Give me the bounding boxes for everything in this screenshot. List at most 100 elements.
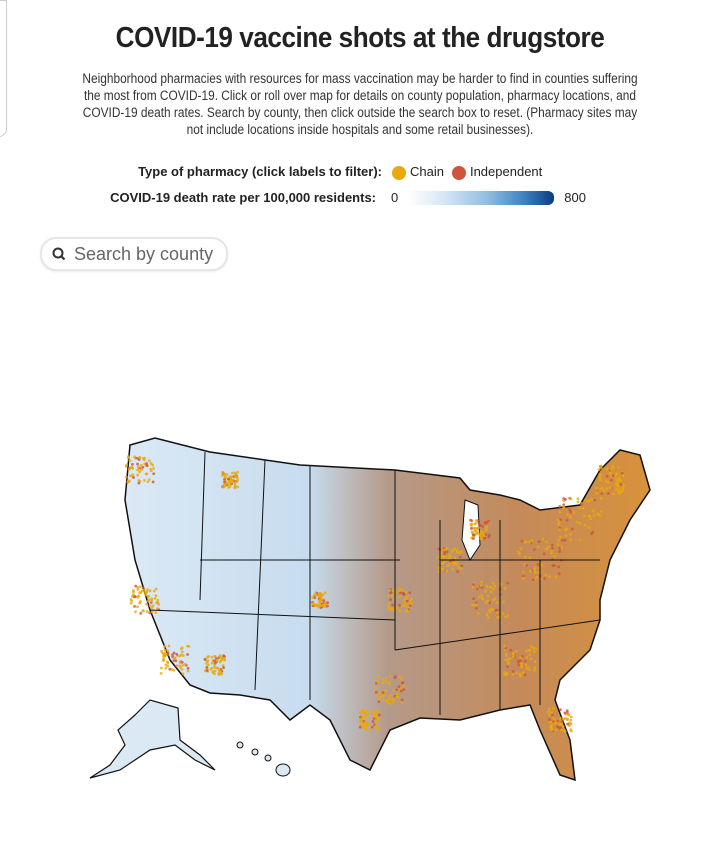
pharmacy-marker[interactable] xyxy=(178,661,182,665)
pharmacy-marker[interactable] xyxy=(564,497,567,501)
pharmacy-marker[interactable] xyxy=(373,715,376,719)
pharmacy-marker[interactable] xyxy=(608,471,612,475)
pharmacy-marker[interactable] xyxy=(504,658,508,662)
pharmacy-marker[interactable] xyxy=(387,601,391,605)
pharmacy-marker[interactable] xyxy=(361,716,365,720)
pharmacy-marker[interactable] xyxy=(471,586,475,589)
pharmacy-marker[interactable] xyxy=(587,499,591,503)
pharmacy-marker[interactable] xyxy=(539,577,543,581)
pharmacy-marker[interactable] xyxy=(218,655,222,659)
pharmacy-marker[interactable] xyxy=(578,521,582,525)
pharmacy-marker[interactable] xyxy=(488,585,492,589)
pharmacy-marker[interactable] xyxy=(437,570,440,574)
pharmacy-marker[interactable] xyxy=(227,477,230,481)
pharmacy-marker[interactable] xyxy=(183,662,187,666)
pharmacy-marker[interactable] xyxy=(526,665,529,669)
pharmacy-marker[interactable] xyxy=(154,587,158,591)
pharmacy-marker[interactable] xyxy=(551,564,555,568)
pharmacy-marker[interactable] xyxy=(593,498,597,502)
pharmacy-marker[interactable] xyxy=(480,580,484,584)
pharmacy-marker[interactable] xyxy=(220,474,224,477)
pharmacy-marker[interactable] xyxy=(314,592,318,596)
pharmacy-marker[interactable] xyxy=(408,599,412,603)
pharmacy-marker[interactable] xyxy=(523,673,527,677)
pharmacy-marker[interactable] xyxy=(521,671,525,674)
pharmacy-marker[interactable] xyxy=(488,610,492,614)
pharmacy-marker[interactable] xyxy=(504,615,508,619)
pharmacy-marker[interactable] xyxy=(569,510,573,514)
pharmacy-marker[interactable] xyxy=(484,522,487,525)
pharmacy-marker[interactable] xyxy=(596,512,600,516)
pharmacy-marker[interactable] xyxy=(391,603,394,607)
pharmacy-marker[interactable] xyxy=(203,669,207,673)
pharmacy-marker[interactable] xyxy=(386,701,390,705)
pharmacy-marker[interactable] xyxy=(559,728,563,732)
pharmacy-marker[interactable] xyxy=(129,598,133,602)
pharmacy-marker[interactable] xyxy=(446,564,450,567)
pharmacy-marker[interactable] xyxy=(440,550,443,554)
pharmacy-marker[interactable] xyxy=(409,604,412,608)
pharmacy-marker[interactable] xyxy=(131,473,134,477)
pharmacy-marker[interactable] xyxy=(448,553,452,557)
pharmacy-marker[interactable] xyxy=(484,601,488,604)
pharmacy-marker[interactable] xyxy=(391,594,394,597)
pharmacy-marker[interactable] xyxy=(384,680,388,683)
pharmacy-marker[interactable] xyxy=(145,602,148,606)
pharmacy-marker[interactable] xyxy=(558,510,562,514)
pharmacy-marker[interactable] xyxy=(151,480,155,484)
pharmacy-marker[interactable] xyxy=(545,540,548,544)
pharmacy-marker[interactable] xyxy=(531,578,535,582)
pharmacy-marker[interactable] xyxy=(547,545,551,549)
pharmacy-marker[interactable] xyxy=(147,459,151,463)
pharmacy-marker[interactable] xyxy=(547,718,551,721)
pharmacy-marker[interactable] xyxy=(370,725,374,729)
pharmacy-marker[interactable] xyxy=(470,603,474,607)
pharmacy-marker[interactable] xyxy=(617,466,620,469)
pharmacy-marker[interactable] xyxy=(559,708,562,712)
pharmacy-marker[interactable] xyxy=(230,471,234,475)
pharmacy-marker[interactable] xyxy=(131,462,134,466)
pharmacy-marker[interactable] xyxy=(405,608,409,612)
pharmacy-marker[interactable] xyxy=(474,521,478,525)
pharmacy-marker[interactable] xyxy=(397,685,401,689)
pharmacy-marker[interactable] xyxy=(525,564,529,567)
pharmacy-marker[interactable] xyxy=(469,522,473,526)
pharmacy-marker[interactable] xyxy=(150,597,154,601)
pharmacy-marker[interactable] xyxy=(138,591,142,595)
pharmacy-marker[interactable] xyxy=(227,486,231,489)
pharmacy-marker[interactable] xyxy=(587,525,591,529)
pharmacy-marker[interactable] xyxy=(163,648,167,652)
pharmacy-marker[interactable] xyxy=(364,727,368,731)
pharmacy-marker[interactable] xyxy=(606,480,610,484)
pharmacy-marker[interactable] xyxy=(180,650,184,654)
pharmacy-marker[interactable] xyxy=(145,610,149,613)
pharmacy-marker[interactable] xyxy=(410,597,413,601)
pharmacy-marker[interactable] xyxy=(445,569,449,573)
pharmacy-marker[interactable] xyxy=(136,468,140,472)
pharmacy-marker[interactable] xyxy=(133,595,137,598)
pharmacy-marker[interactable] xyxy=(556,522,560,526)
pharmacy-marker[interactable] xyxy=(492,598,495,602)
pharmacy-marker[interactable] xyxy=(172,651,176,655)
pharmacy-marker[interactable] xyxy=(212,672,216,676)
pharmacy-marker[interactable] xyxy=(494,609,498,612)
pharmacy-marker[interactable] xyxy=(236,485,240,489)
pharmacy-marker[interactable] xyxy=(533,660,537,664)
pharmacy-marker[interactable] xyxy=(358,719,362,723)
pharmacy-marker[interactable] xyxy=(221,470,225,474)
pharmacy-marker[interactable] xyxy=(485,585,489,588)
pharmacy-marker[interactable] xyxy=(554,728,558,732)
pharmacy-marker[interactable] xyxy=(436,556,440,560)
pharmacy-marker[interactable] xyxy=(223,657,226,660)
pharmacy-marker[interactable] xyxy=(479,584,483,587)
pharmacy-marker[interactable] xyxy=(451,567,455,571)
pharmacy-marker[interactable] xyxy=(319,595,322,598)
pharmacy-marker[interactable] xyxy=(550,549,553,553)
pharmacy-marker[interactable] xyxy=(533,566,537,570)
pharmacy-marker[interactable] xyxy=(511,669,515,673)
pharmacy-marker[interactable] xyxy=(615,488,618,491)
pharmacy-marker[interactable] xyxy=(405,595,409,598)
pharmacy-marker[interactable] xyxy=(124,464,128,468)
pharmacy-marker[interactable] xyxy=(145,590,149,594)
pharmacy-marker[interactable] xyxy=(147,594,151,598)
